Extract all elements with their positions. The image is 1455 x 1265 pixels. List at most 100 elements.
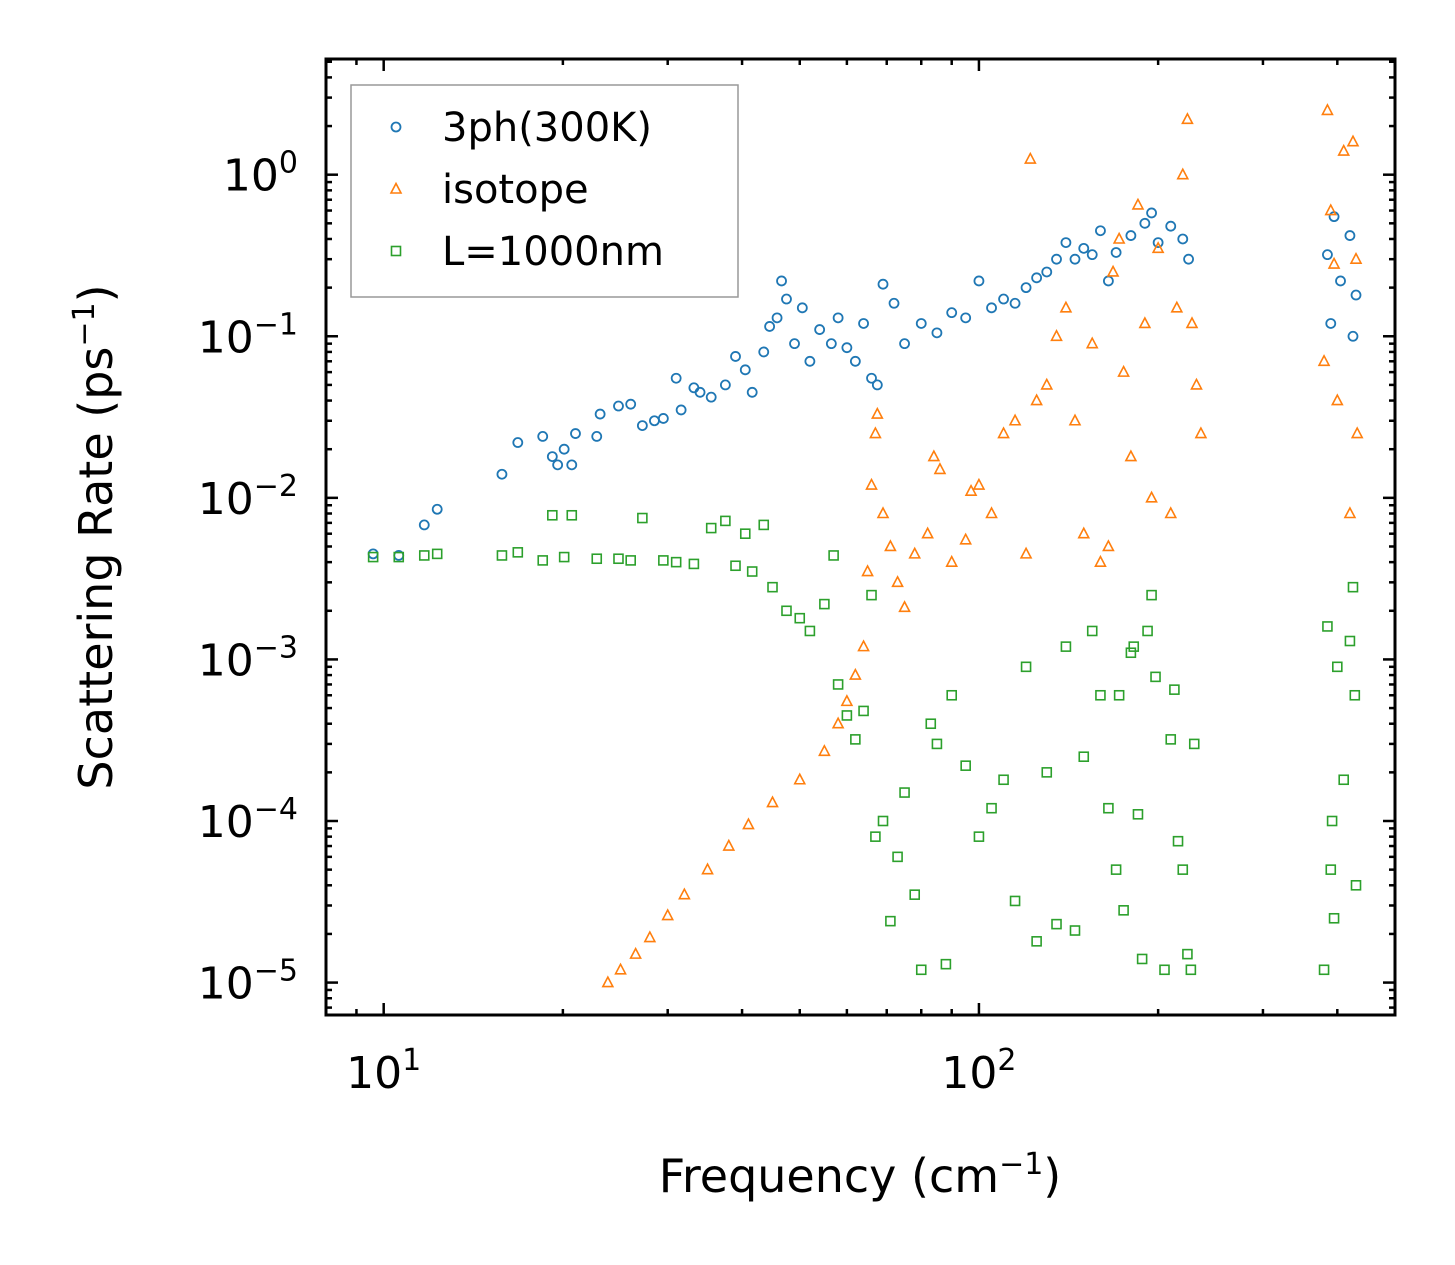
legend-item: 3ph(300K) xyxy=(390,105,652,151)
data-point xyxy=(1327,256,1341,269)
data-point xyxy=(789,338,800,350)
data-point xyxy=(828,550,839,561)
data-point xyxy=(931,738,943,750)
data-point xyxy=(888,297,900,309)
data-point xyxy=(1020,661,1032,673)
legend-item: L=1000nm xyxy=(390,229,664,275)
data-point xyxy=(831,716,845,729)
data-point xyxy=(1169,684,1180,695)
plot-area xyxy=(367,103,1364,988)
data-point xyxy=(921,526,934,539)
data-point xyxy=(925,718,937,730)
data-point xyxy=(558,551,570,563)
data-point xyxy=(1051,918,1062,930)
data-point xyxy=(537,555,549,566)
data-point xyxy=(1183,253,1194,265)
data-point xyxy=(767,581,778,593)
data-point xyxy=(496,468,508,480)
data-point xyxy=(1344,635,1356,647)
data-point xyxy=(1069,925,1081,936)
data-point xyxy=(512,547,524,558)
data-point xyxy=(832,312,844,324)
data-point xyxy=(1350,879,1362,891)
data-point xyxy=(1324,203,1338,216)
legend-label: isotope xyxy=(442,167,589,213)
data-point xyxy=(625,398,637,410)
data-point xyxy=(998,774,1009,786)
data-point xyxy=(818,744,831,757)
data-point xyxy=(766,795,779,808)
data-point xyxy=(959,532,973,545)
data-point xyxy=(730,560,741,572)
y-tick-label: 100 xyxy=(223,146,298,202)
data-point xyxy=(1085,336,1099,349)
legend: 3ph(300K) isotope L=1000nm xyxy=(350,84,739,298)
y-tick-label: 10−2 xyxy=(198,469,298,525)
data-point xyxy=(804,355,816,367)
data-point xyxy=(566,459,578,471)
data-point xyxy=(675,404,687,416)
data-point xyxy=(764,321,776,332)
x-tick-label: 102 xyxy=(941,1043,1016,1099)
data-point xyxy=(758,346,770,358)
data-point xyxy=(1190,377,1203,390)
data-point xyxy=(1139,217,1151,229)
data-point xyxy=(1009,297,1021,309)
data-point xyxy=(776,275,787,287)
data-point xyxy=(891,575,904,588)
y-tick-label: 10−1 xyxy=(198,307,298,363)
data-point xyxy=(1188,738,1200,750)
data-point xyxy=(819,598,830,610)
data-point xyxy=(884,539,897,552)
data-point xyxy=(973,275,985,287)
data-point xyxy=(1078,751,1090,763)
data-point xyxy=(1325,864,1337,875)
data-point xyxy=(1328,211,1340,223)
data-point xyxy=(701,862,714,875)
data-point xyxy=(591,553,603,565)
data-point xyxy=(393,551,405,563)
data-point xyxy=(1103,802,1114,814)
data-point xyxy=(1125,647,1137,659)
y-tick-label: 10−4 xyxy=(198,792,298,848)
y-tick-label: 10−3 xyxy=(198,630,298,686)
data-point xyxy=(841,710,853,721)
data-point xyxy=(1170,300,1184,313)
data-point xyxy=(997,426,1010,439)
tick-labels: 101 102 100 10−1 10−2 10−3 10−4 10−5 xyxy=(198,146,1017,1099)
data-point xyxy=(885,915,896,927)
data-point xyxy=(746,566,758,577)
data-point xyxy=(730,351,741,362)
data-point xyxy=(1176,167,1190,180)
data-point xyxy=(688,382,700,394)
data-point xyxy=(998,293,1009,305)
data-point xyxy=(850,734,861,745)
data-point xyxy=(1051,253,1062,265)
data-point xyxy=(570,428,581,439)
data-point xyxy=(431,503,443,515)
data-point xyxy=(1086,625,1098,637)
data-point xyxy=(804,625,816,637)
legend-label: 3ph(300K) xyxy=(442,105,652,151)
legend-box xyxy=(350,84,739,298)
data-point xyxy=(1159,964,1170,976)
data-point xyxy=(546,451,558,462)
data-point xyxy=(1132,809,1144,820)
data-point xyxy=(552,459,564,471)
data-point xyxy=(1330,393,1344,406)
data-point xyxy=(1165,734,1177,745)
data-point xyxy=(1086,249,1098,261)
data-point xyxy=(1118,905,1129,916)
data-point xyxy=(877,815,889,827)
data-point xyxy=(794,612,806,624)
data-point xyxy=(688,558,700,570)
data-point xyxy=(649,415,660,427)
data-point xyxy=(705,391,717,403)
data-point xyxy=(1128,641,1140,652)
x-axis-title: Frequency (cm−1) xyxy=(659,1147,1062,1203)
data-point xyxy=(1138,316,1152,329)
data-point xyxy=(841,342,853,354)
data-point xyxy=(566,509,578,521)
data-point xyxy=(1347,581,1359,593)
data-point xyxy=(781,605,792,617)
